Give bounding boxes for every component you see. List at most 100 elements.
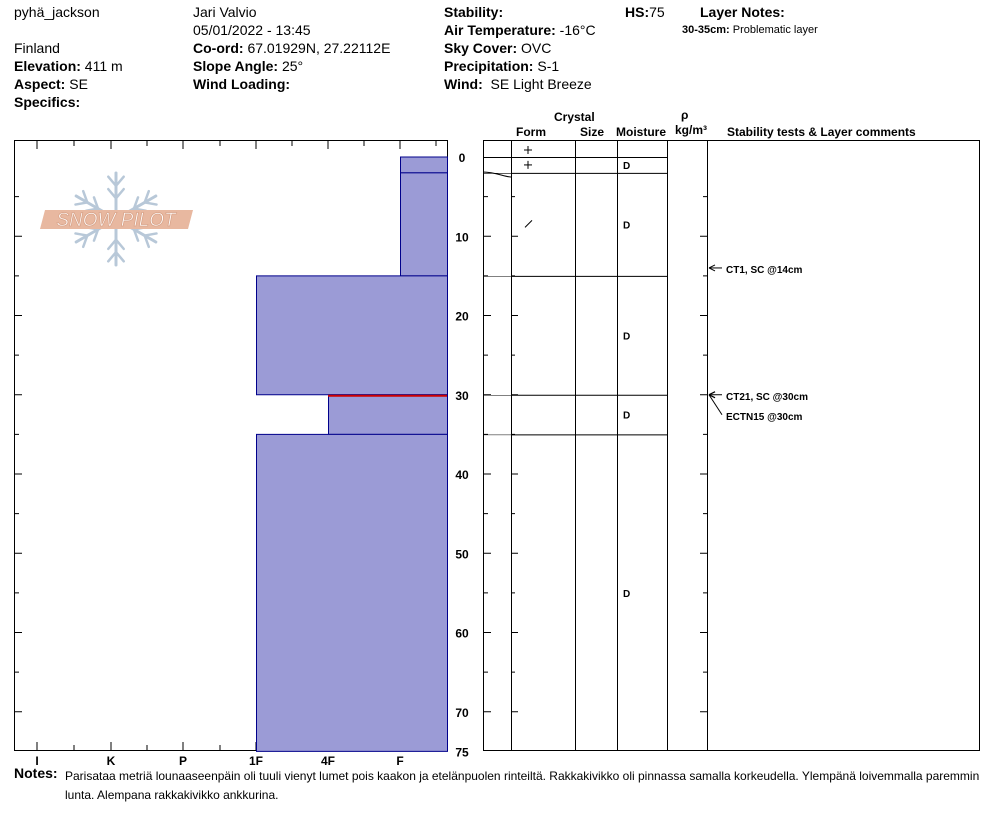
logo-flake-branch (114, 175, 125, 188)
stability-test-label: ECTN15 @30cm (726, 412, 803, 423)
wind-loading-label: Wind Loading: (193, 76, 291, 92)
aspect-label: Aspect: (14, 76, 66, 92)
aspect: Aspect: SE (14, 76, 88, 93)
logo-flake-branch (143, 201, 158, 206)
hardness-axis-label: 4F (321, 754, 335, 768)
notes-text: Parisataa metriä lounaaseenpäin oli tuul… (65, 769, 980, 802)
slope-label: Slope Angle: (193, 58, 279, 74)
logo-flake-branch (114, 238, 125, 251)
air-temperature: Air Temperature: -16°C (444, 22, 596, 39)
elevation: Elevation: 411 m (14, 58, 123, 75)
sky-cover: Sky Cover: OVC (444, 40, 551, 57)
stability-test-label: CT1, SC @14cm (726, 265, 803, 276)
col-density-unit: kg/m³ (675, 123, 708, 137)
air-temp-value: -16°C (559, 22, 596, 38)
observer-handle: pyhä_jackson (14, 4, 100, 20)
hs-value: 75 (649, 4, 665, 20)
hardness-axis-label: I (35, 754, 38, 768)
moisture-label: D (623, 220, 630, 231)
form-symbol-slash (524, 220, 533, 228)
precip-value: S-1 (537, 58, 560, 74)
layer-notes-label: Layer Notes: (700, 4, 785, 20)
wind: Wind: SE Light Breeze (444, 76, 592, 93)
col-rho: ρ (681, 108, 689, 122)
layer-bar (256, 275, 448, 396)
hardness-axis-label: 1F (249, 754, 263, 768)
depth-axis-label: 20 (455, 310, 469, 324)
logo-flake-branch (132, 228, 140, 242)
snowpilot-logo: SNOW PILOT (40, 171, 193, 267)
logo-flake-branch (92, 196, 100, 210)
hardness-axis-label: P (179, 754, 187, 768)
depth-axis-label: 40 (455, 468, 469, 482)
layer-note-text: Problematic layer (732, 24, 818, 36)
specifics-label: Specifics: (14, 94, 81, 110)
observer-name: Jari Valvio (193, 4, 257, 20)
depth-axis-label: 50 (455, 547, 469, 561)
depth-axis-label: 30 (455, 389, 469, 403)
slope-angle: Slope Angle: 25° (193, 58, 303, 75)
precipitation: Precipitation: S-1 (444, 58, 559, 75)
depth-axis-label: 10 (455, 230, 469, 244)
test-arrow (708, 391, 716, 399)
slope-value: 25° (281, 58, 304, 74)
logo-flake-branch (114, 250, 125, 263)
logo-flake-branch (114, 187, 125, 200)
wind-label: Wind: (444, 76, 483, 92)
precip-label: Precipitation: (444, 58, 534, 74)
depth-axis-label: 70 (455, 706, 469, 720)
observation-datetime: 05/01/2022 - 13:45 (193, 22, 311, 38)
stability-label: Stability: (444, 4, 504, 20)
logo-flake-branch (143, 232, 158, 237)
moisture-label: D (623, 589, 630, 600)
test-leader-line (708, 394, 723, 416)
elevation-value: 411 m (84, 58, 123, 74)
logo-flake-branch (74, 232, 89, 237)
col-crystal: Crystal (554, 110, 595, 124)
logo-flake-branch (132, 196, 140, 210)
sky-value: OVC (521, 40, 552, 56)
logo-flake-branch (107, 250, 118, 263)
layer-bar (328, 394, 448, 435)
logo-flake-branch (143, 189, 151, 204)
hs-label: HS: (625, 4, 650, 20)
layer-bar (256, 433, 448, 752)
col-form: Form (516, 125, 546, 139)
sky-label: Sky Cover: (444, 40, 518, 56)
coordinates: Co-ord: 67.01929N, 27.22112E (193, 40, 390, 57)
col-moisture: Moisture (616, 125, 667, 139)
moisture-label: D (623, 411, 630, 422)
logo-flake-branch (143, 234, 151, 249)
snow-height: HS:75 (625, 4, 665, 21)
coord-value: 67.01929N, 27.22112E (247, 40, 391, 56)
test-arrow (708, 264, 716, 272)
logo-flake-branch (81, 234, 89, 249)
layer-note: 30-35cm: Problematic layer (682, 24, 818, 37)
notes-label: Notes: (14, 765, 58, 781)
layer-note-range: 30-35cm: (682, 24, 730, 36)
depth-axis-label: 60 (455, 627, 469, 641)
depth-axis-label: 0 (459, 151, 466, 165)
logo-flake-branch (74, 201, 89, 206)
coord-label: Co-ord: (193, 40, 244, 56)
logo-flake-branch (107, 187, 118, 200)
layer-bar (400, 156, 448, 174)
stability-test-label: CT21, SC @30cm (726, 392, 808, 403)
layer-bar (400, 172, 448, 277)
logo-flake-branch (92, 228, 100, 242)
logo-flake-branch (107, 175, 118, 188)
logo-flake-branch (107, 238, 118, 251)
hardness-axis-label: K (107, 754, 116, 768)
logo-banner (40, 210, 193, 229)
air-temp-label: Air Temperature: (444, 22, 556, 38)
wind-value: SE Light Breeze (490, 76, 592, 92)
layer-table-frame (483, 140, 980, 751)
col-comments: Stability tests & Layer comments (727, 125, 916, 139)
elevation-label: Elevation: (14, 58, 81, 74)
moisture-label: D (623, 331, 630, 342)
col-size: Size (580, 125, 605, 139)
layer-connector-curve (482, 171, 512, 178)
aspect-value: SE (69, 76, 88, 92)
hardness-axis-label: F (396, 754, 403, 768)
